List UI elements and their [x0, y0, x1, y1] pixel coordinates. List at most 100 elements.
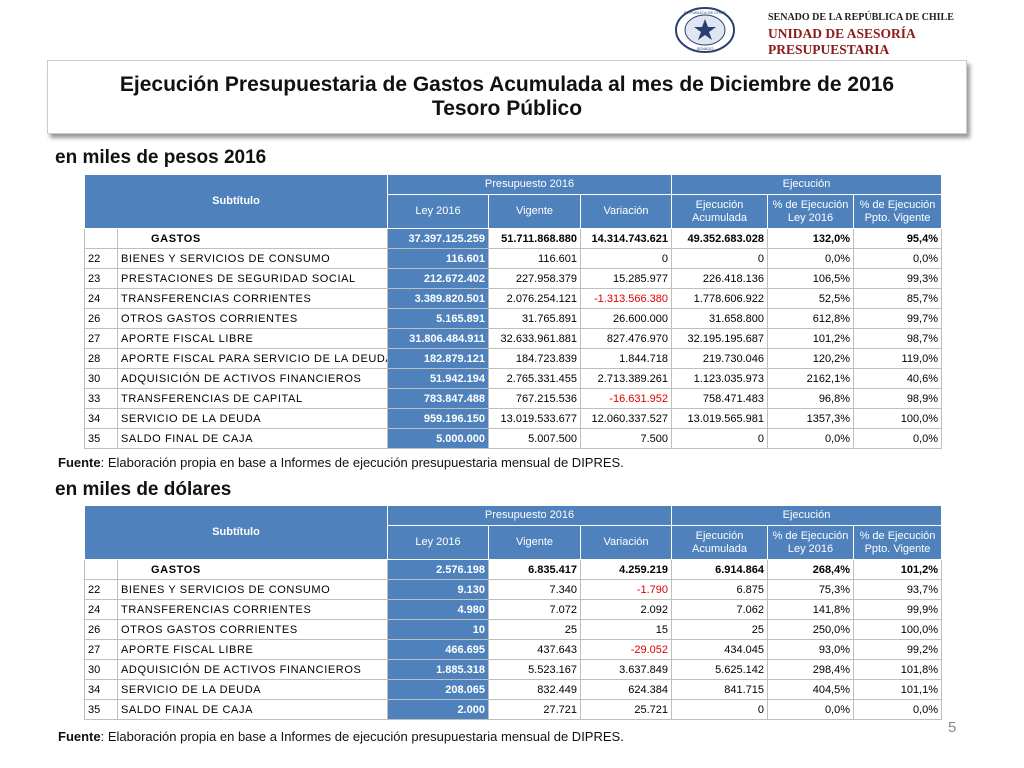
header-cell: Ley 2016 [387, 194, 489, 229]
value-cell: 96,8% [767, 388, 855, 409]
code-cell: 35 [84, 428, 118, 449]
value-cell: 5.007.500 [488, 428, 581, 449]
data-row: 22 BIENES Y SERVICIOS DE CONSUMO 9.130 7.34… [84, 579, 943, 600]
code-cell: 26 [84, 619, 118, 640]
value-cell: 31.765.891 [488, 308, 581, 329]
code-cell [84, 559, 118, 580]
data-row: 26 OTROS GASTOS CORRIENTES 5.165.891 31.765… [84, 308, 943, 329]
header-cell: % de Ejecución Ppto. Vigente [853, 194, 943, 229]
value-cell: 31.658.800 [671, 308, 769, 329]
value-cell: 2162,1% [767, 368, 855, 389]
value-cell: 15 [579, 619, 673, 640]
header-cell: Presupuesto 2016 [386, 174, 673, 195]
value-cell: 612,8% [767, 308, 855, 329]
title-line: Tesoro Público [431, 97, 583, 120]
source-note: Fuente: Elaboración propia en base a Inf… [58, 455, 624, 470]
value-cell: 99,9% [853, 599, 943, 620]
header-cell: Ley 2016 [387, 525, 489, 560]
value-cell: 25 [488, 619, 581, 640]
value-cell: 184.723.839 [488, 348, 581, 369]
data-row: 30 ADQUISICIÓN DE ACTIVOS FINANCIEROS 51.9… [84, 368, 943, 389]
value-cell: 2.000 [387, 699, 489, 720]
value-cell: 0,0% [853, 248, 943, 269]
value-cell: 250,0% [767, 619, 855, 640]
header-row: Subtítulo Presupuesto 2016 Ejecución [84, 174, 943, 229]
value-cell: 219.730.046 [671, 348, 769, 369]
value-cell: 51.711.868.880 [488, 228, 581, 249]
senate-name: SENADO DE LA REPÚBLICA DE CHILE [768, 12, 954, 23]
value-cell: 7.340 [488, 579, 581, 600]
value-cell: 32.195.195.687 [671, 328, 769, 349]
value-cell: 466.695 [387, 639, 489, 660]
source-note: Fuente: Elaboración propia en base a Inf… [58, 729, 624, 744]
value-cell: 101,8% [853, 659, 943, 680]
value-cell: 1.885.318 [387, 659, 489, 680]
value-cell: 119,0% [853, 348, 943, 369]
code-cell: 28 [84, 348, 118, 369]
code-cell: 26 [84, 308, 118, 329]
value-cell: 12.060.337.527 [579, 408, 673, 429]
table-caption: en miles de pesos 2016 [55, 147, 267, 168]
value-cell: 98,7% [853, 328, 943, 349]
value-cell: 212.672.402 [387, 268, 489, 289]
name-cell: ADQUISICIÓN DE ACTIVOS FINANCIEROS [117, 659, 388, 680]
value-cell: 827.476.970 [579, 328, 673, 349]
title-box: Ejecución Presupuestaria de Gastos Acumu… [47, 60, 967, 134]
value-cell: 1.123.035.973 [671, 368, 769, 389]
data-row: 35 SALDO FINAL DE CAJA 5.000.000 5.007.500 7… [84, 428, 943, 449]
header-cell: Ejecución Acumulada [671, 194, 769, 229]
value-cell: 0,0% [767, 248, 855, 269]
value-cell: 99,3% [853, 268, 943, 289]
name-cell: SALDO FINAL DE CAJA [117, 699, 388, 720]
value-cell: 1.778.606.922 [671, 288, 769, 309]
name-cell: OTROS GASTOS CORRIENTES [117, 619, 388, 640]
value-cell: 2.713.389.261 [579, 368, 673, 389]
value-cell: 2.092 [579, 599, 673, 620]
name-cell: BIENES Y SERVICIOS DE CONSUMO [117, 579, 388, 600]
value-cell: 40,6% [853, 368, 943, 389]
name-cell: SERVICIO DE LA DEUDA [117, 408, 388, 429]
header-cell: Vigente [488, 194, 581, 229]
name-cell: TRANSFERENCIAS CORRIENTES [117, 288, 388, 309]
header-cell: Subtítulo [84, 174, 388, 229]
value-cell: 5.523.167 [488, 659, 581, 680]
value-cell: 5.000.000 [387, 428, 489, 449]
value-cell: 0,0% [767, 699, 855, 720]
value-cell: 99,2% [853, 639, 943, 660]
value-cell: -29.052 [579, 639, 673, 660]
value-cell: 959.196.150 [387, 408, 489, 429]
name-cell: GASTOS [117, 559, 388, 580]
value-cell: 0 [671, 428, 769, 449]
value-cell: 93,7% [853, 579, 943, 600]
name-cell: GASTOS [117, 228, 388, 249]
value-cell: 2.076.254.121 [488, 288, 581, 309]
value-cell: 0,0% [767, 428, 855, 449]
code-cell: 27 [84, 639, 118, 660]
value-cell: 0 [671, 699, 769, 720]
code-cell: 30 [84, 659, 118, 680]
data-row: 28 APORTE FISCAL PARA SERVICIO DE LA DEUD… [84, 348, 943, 369]
code-cell: 35 [84, 699, 118, 720]
header-cell: Vigente [488, 525, 581, 560]
table-caption: en miles de dólares [55, 479, 232, 500]
value-cell: 32.633.961.881 [488, 328, 581, 349]
value-cell: 9.130 [387, 579, 489, 600]
value-cell: 106,5% [767, 268, 855, 289]
value-cell: 0,0% [853, 428, 943, 449]
value-cell: 101,1% [853, 679, 943, 700]
value-cell: 434.045 [671, 639, 769, 660]
value-cell: 758.471.483 [671, 388, 769, 409]
value-cell: 437.643 [488, 639, 581, 660]
code-cell: 23 [84, 268, 118, 289]
header-cell: % de Ejecución Ley 2016 [767, 194, 855, 229]
value-cell: 404,5% [767, 679, 855, 700]
value-cell: 182.879.121 [387, 348, 489, 369]
name-cell: BIENES Y SERVICIOS DE CONSUMO [117, 248, 388, 269]
code-cell: 34 [84, 679, 118, 700]
data-row: 24 TRANSFERENCIAS CORRIENTES 4.980 7.072 2.0… [84, 599, 943, 620]
value-cell: 101,2% [853, 559, 943, 580]
value-cell: 26.600.000 [579, 308, 673, 329]
value-cell: 37.397.125.259 [387, 228, 489, 249]
value-cell: 6.875 [671, 579, 769, 600]
